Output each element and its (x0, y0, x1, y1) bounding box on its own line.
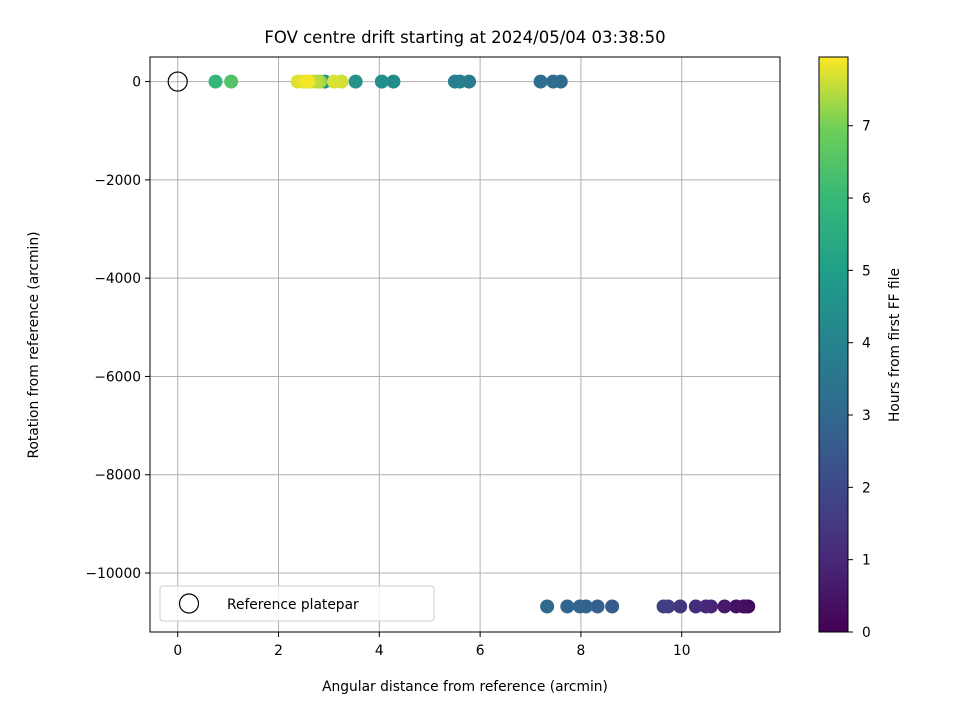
data-point (590, 599, 605, 614)
data-point (374, 74, 389, 89)
colorbar-tick-label: 4 (862, 336, 871, 352)
data-point (447, 74, 462, 89)
data-point (717, 599, 732, 614)
data-point (540, 599, 555, 614)
data-point (605, 599, 620, 614)
legend-reference-marker (178, 593, 200, 614)
data-point (300, 74, 315, 89)
reference-marker-group (167, 71, 188, 92)
data-point (560, 599, 575, 614)
chart-title: FOV centre drift starting at 2024/05/04 … (264, 28, 665, 47)
legend-box (159, 585, 435, 622)
y-tick-label: 0 (132, 75, 141, 91)
colorbar-label: Hours from first FF file (887, 268, 903, 422)
colorbar-tick-label: 2 (862, 480, 871, 496)
scatter-points (208, 74, 756, 614)
plot-frame (149, 56, 781, 633)
colorbar-tick-label: 5 (862, 263, 871, 279)
x-tick-label: 8 (577, 643, 586, 659)
colorbar-tick-label: 1 (862, 553, 871, 569)
colorbar-tick-label: 3 (862, 408, 871, 424)
reference-marker (167, 71, 188, 92)
y-tick-label: −6000 (94, 369, 141, 385)
colorbar-tick-label: 6 (862, 191, 871, 207)
colorbar-ticks: 0 1 2 3 4 5 6 7 (848, 119, 871, 641)
y-tick-label: −2000 (94, 173, 141, 189)
x-axis-label: Angular distance from reference (arcmin) (322, 679, 608, 695)
y-axis-ticks: 0 −2000 −4000 −6000 −8000 −10000 (86, 75, 150, 582)
legend: Reference platepar (159, 585, 435, 622)
data-point (572, 599, 587, 614)
data-point (688, 599, 703, 614)
y-tick-label: −4000 (94, 271, 141, 287)
x-tick-label: 6 (476, 643, 485, 659)
colorbar-gradient (818, 56, 849, 633)
data-point (224, 74, 239, 89)
colorbar-tick-label: 7 (862, 119, 871, 135)
data-point (673, 599, 688, 614)
y-tick-label: −10000 (86, 566, 141, 582)
x-tick-label: 10 (673, 643, 691, 659)
colorbar-tick-label: 0 (862, 625, 871, 641)
data-point (546, 74, 561, 89)
data-point (386, 74, 401, 89)
x-tick-label: 4 (375, 643, 384, 659)
data-point (208, 74, 223, 89)
data-point (533, 74, 548, 89)
x-tick-label: 2 (274, 643, 283, 659)
legend-entry-reference: Reference platepar (227, 597, 359, 613)
x-axis-ticks: 0 2 4 6 8 10 (173, 632, 691, 659)
data-point (348, 74, 363, 89)
data-point (698, 599, 713, 614)
data-point (656, 599, 671, 614)
grid-lines (150, 57, 780, 632)
colorbar: 0 1 2 3 4 5 6 7 Hours from first FF file (818, 56, 903, 641)
data-point (326, 74, 341, 89)
x-tick-label: 0 (173, 643, 182, 659)
y-axis-label: Rotation from reference (arcmin) (26, 231, 42, 458)
data-point (729, 599, 744, 614)
y-tick-label: −8000 (94, 468, 141, 484)
